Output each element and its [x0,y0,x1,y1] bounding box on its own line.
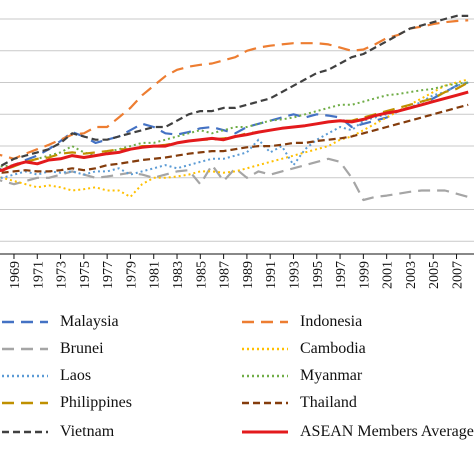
legend-label: Myanmar [300,367,363,384]
series-line-vietnam [0,14,469,167]
x-tick-label: 1981 [148,261,163,289]
legend-label: Vietnam [60,423,115,440]
series-lines [0,14,469,202]
legend-swatch [2,320,48,324]
x-tick-label: 1969 [8,261,23,289]
x-tick-label: 1999 [357,261,372,289]
x-tick-label: 1993 [288,261,303,289]
legend-label: Thailand [300,394,357,411]
x-tick-label: 1983 [171,261,186,289]
x-tick-label: 1995 [311,261,326,289]
legend-item: Thailand [240,393,357,413]
legend-swatch [242,374,288,378]
series-line-indonesia [0,19,469,160]
legend: Malaysia Indonesia Brunei Cambodia Laos Myanm… [0,302,474,474]
legend-swatch [2,430,48,434]
legend-swatch [242,320,288,324]
series-line-thailand [0,103,469,174]
series-line-laos [0,81,469,179]
legend-item: Malaysia [0,312,119,332]
legend-swatch [2,374,48,378]
legend-label: Philippines [60,394,133,411]
series-line-philippines [0,81,469,172]
legend-swatch [2,401,48,405]
x-tick-label: 1979 [124,261,139,289]
legend-label: Malaysia [60,313,119,330]
legend-item: Indonesia [240,312,362,332]
x-tick-label: 2001 [381,261,396,289]
x-tick-label: 2007 [451,261,466,289]
x-tick-label: 1977 [101,261,116,289]
legend-item: Philippines [0,393,132,413]
x-tick-label: 1973 [55,261,70,289]
legend-swatch [242,347,288,351]
x-tick-label: 1991 [264,261,279,289]
x-tick-label: 1985 [194,261,209,289]
x-tick-label: 1975 [78,261,93,289]
gridlines [0,18,474,242]
legend-item: Vietnam [0,422,114,442]
series-line-cambodia [0,78,469,198]
legend-item: Cambodia [240,339,366,359]
legend-label: Brunei [60,340,104,357]
series-line-asean-members-average [0,90,469,172]
legend-item: Laos [0,366,91,386]
series-line-brunei [0,157,469,202]
legend-swatch [242,430,288,434]
legend-item: Myanmar [240,366,362,386]
x-tick-label: 1987 [218,261,233,289]
x-tick-label: 1997 [334,261,349,289]
x-tick-label: 1971 [31,261,46,289]
x-tick-label: 1989 [241,261,256,289]
legend-item: ASEAN Members Average [240,422,474,442]
line-chart: 1969 1971 1973 1975 1977 1979 1981 1983 1985 1987… [0,14,474,289]
legend-swatch [242,401,288,405]
legend-item: Brunei [0,339,104,359]
legend-label: Laos [60,367,92,384]
x-axis-ticks: 1969 1971 1973 1975 1977 1979 1981 1983 1985 1987… [8,254,466,289]
legend-label: Indonesia [300,313,363,330]
legend-swatch [2,347,48,351]
legend-label: Cambodia [300,340,366,357]
legend-label: ASEAN Members Average [300,423,474,440]
x-tick-label: 2005 [427,261,442,289]
x-tick-label: 2003 [404,261,419,289]
